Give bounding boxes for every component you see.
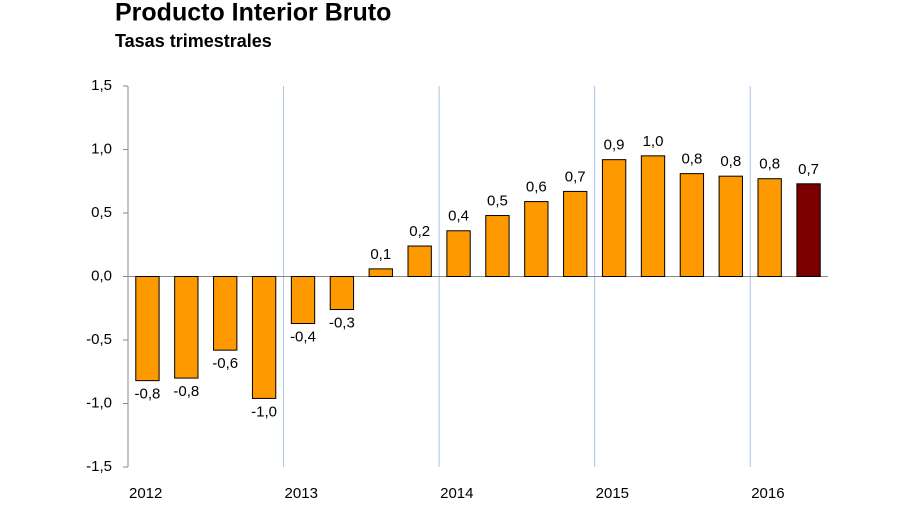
bar bbox=[524, 201, 549, 278]
y-tick-label: 1,0 bbox=[91, 140, 112, 157]
bar bbox=[796, 183, 821, 277]
bar bbox=[368, 268, 393, 278]
x-tick-label: 2013 bbox=[285, 485, 318, 502]
y-tick-label: -1,0 bbox=[86, 394, 112, 411]
value-label: -0,8 bbox=[135, 386, 161, 403]
bar bbox=[213, 276, 238, 351]
value-label: -0,4 bbox=[290, 328, 316, 345]
x-tick-label: 2012 bbox=[129, 485, 162, 502]
bar bbox=[251, 276, 277, 399]
bar bbox=[407, 245, 432, 278]
value-label: 0,4 bbox=[448, 208, 469, 225]
bar bbox=[679, 173, 705, 278]
value-label: 1,0 bbox=[643, 133, 664, 150]
value-label: -0,8 bbox=[173, 383, 199, 400]
bar bbox=[329, 276, 355, 311]
value-label: 0,8 bbox=[681, 151, 702, 168]
y-tick-label: -1,5 bbox=[86, 458, 112, 475]
value-label: 0,5 bbox=[487, 193, 508, 210]
value-label: 0,2 bbox=[409, 223, 430, 240]
value-label: 0,8 bbox=[720, 153, 741, 170]
value-label: 0,6 bbox=[526, 179, 547, 196]
y-tick-label: 1,5 bbox=[91, 77, 112, 94]
value-label: 0,9 bbox=[604, 137, 625, 154]
y-tick-label: 0,0 bbox=[91, 267, 112, 284]
y-tick-label: 0,5 bbox=[91, 204, 112, 221]
chart-subtitle: Tasas trimestrales bbox=[115, 31, 272, 51]
bar bbox=[290, 276, 316, 324]
bar bbox=[135, 276, 160, 382]
bar bbox=[640, 155, 666, 278]
value-label: -0,6 bbox=[212, 355, 238, 372]
x-tick-label: 2015 bbox=[596, 485, 629, 502]
bar bbox=[174, 276, 199, 379]
value-label: -1,0 bbox=[251, 403, 277, 420]
bar bbox=[718, 175, 743, 277]
value-label: 0,1 bbox=[370, 246, 391, 263]
value-label: 0,7 bbox=[565, 168, 586, 185]
bar bbox=[757, 178, 782, 278]
y-tick-label: -0,5 bbox=[86, 331, 112, 348]
x-tick-label: 2014 bbox=[440, 485, 473, 502]
value-label: -0,3 bbox=[329, 314, 355, 331]
bar bbox=[485, 215, 510, 277]
bar bbox=[601, 159, 627, 277]
bar bbox=[446, 230, 471, 277]
value-label: 0,7 bbox=[798, 161, 819, 178]
x-tick-label: 2016 bbox=[751, 485, 784, 502]
value-label: 0,8 bbox=[759, 156, 780, 173]
bar bbox=[563, 190, 588, 277]
chart-title: Producto Interior Bruto bbox=[115, 0, 391, 27]
